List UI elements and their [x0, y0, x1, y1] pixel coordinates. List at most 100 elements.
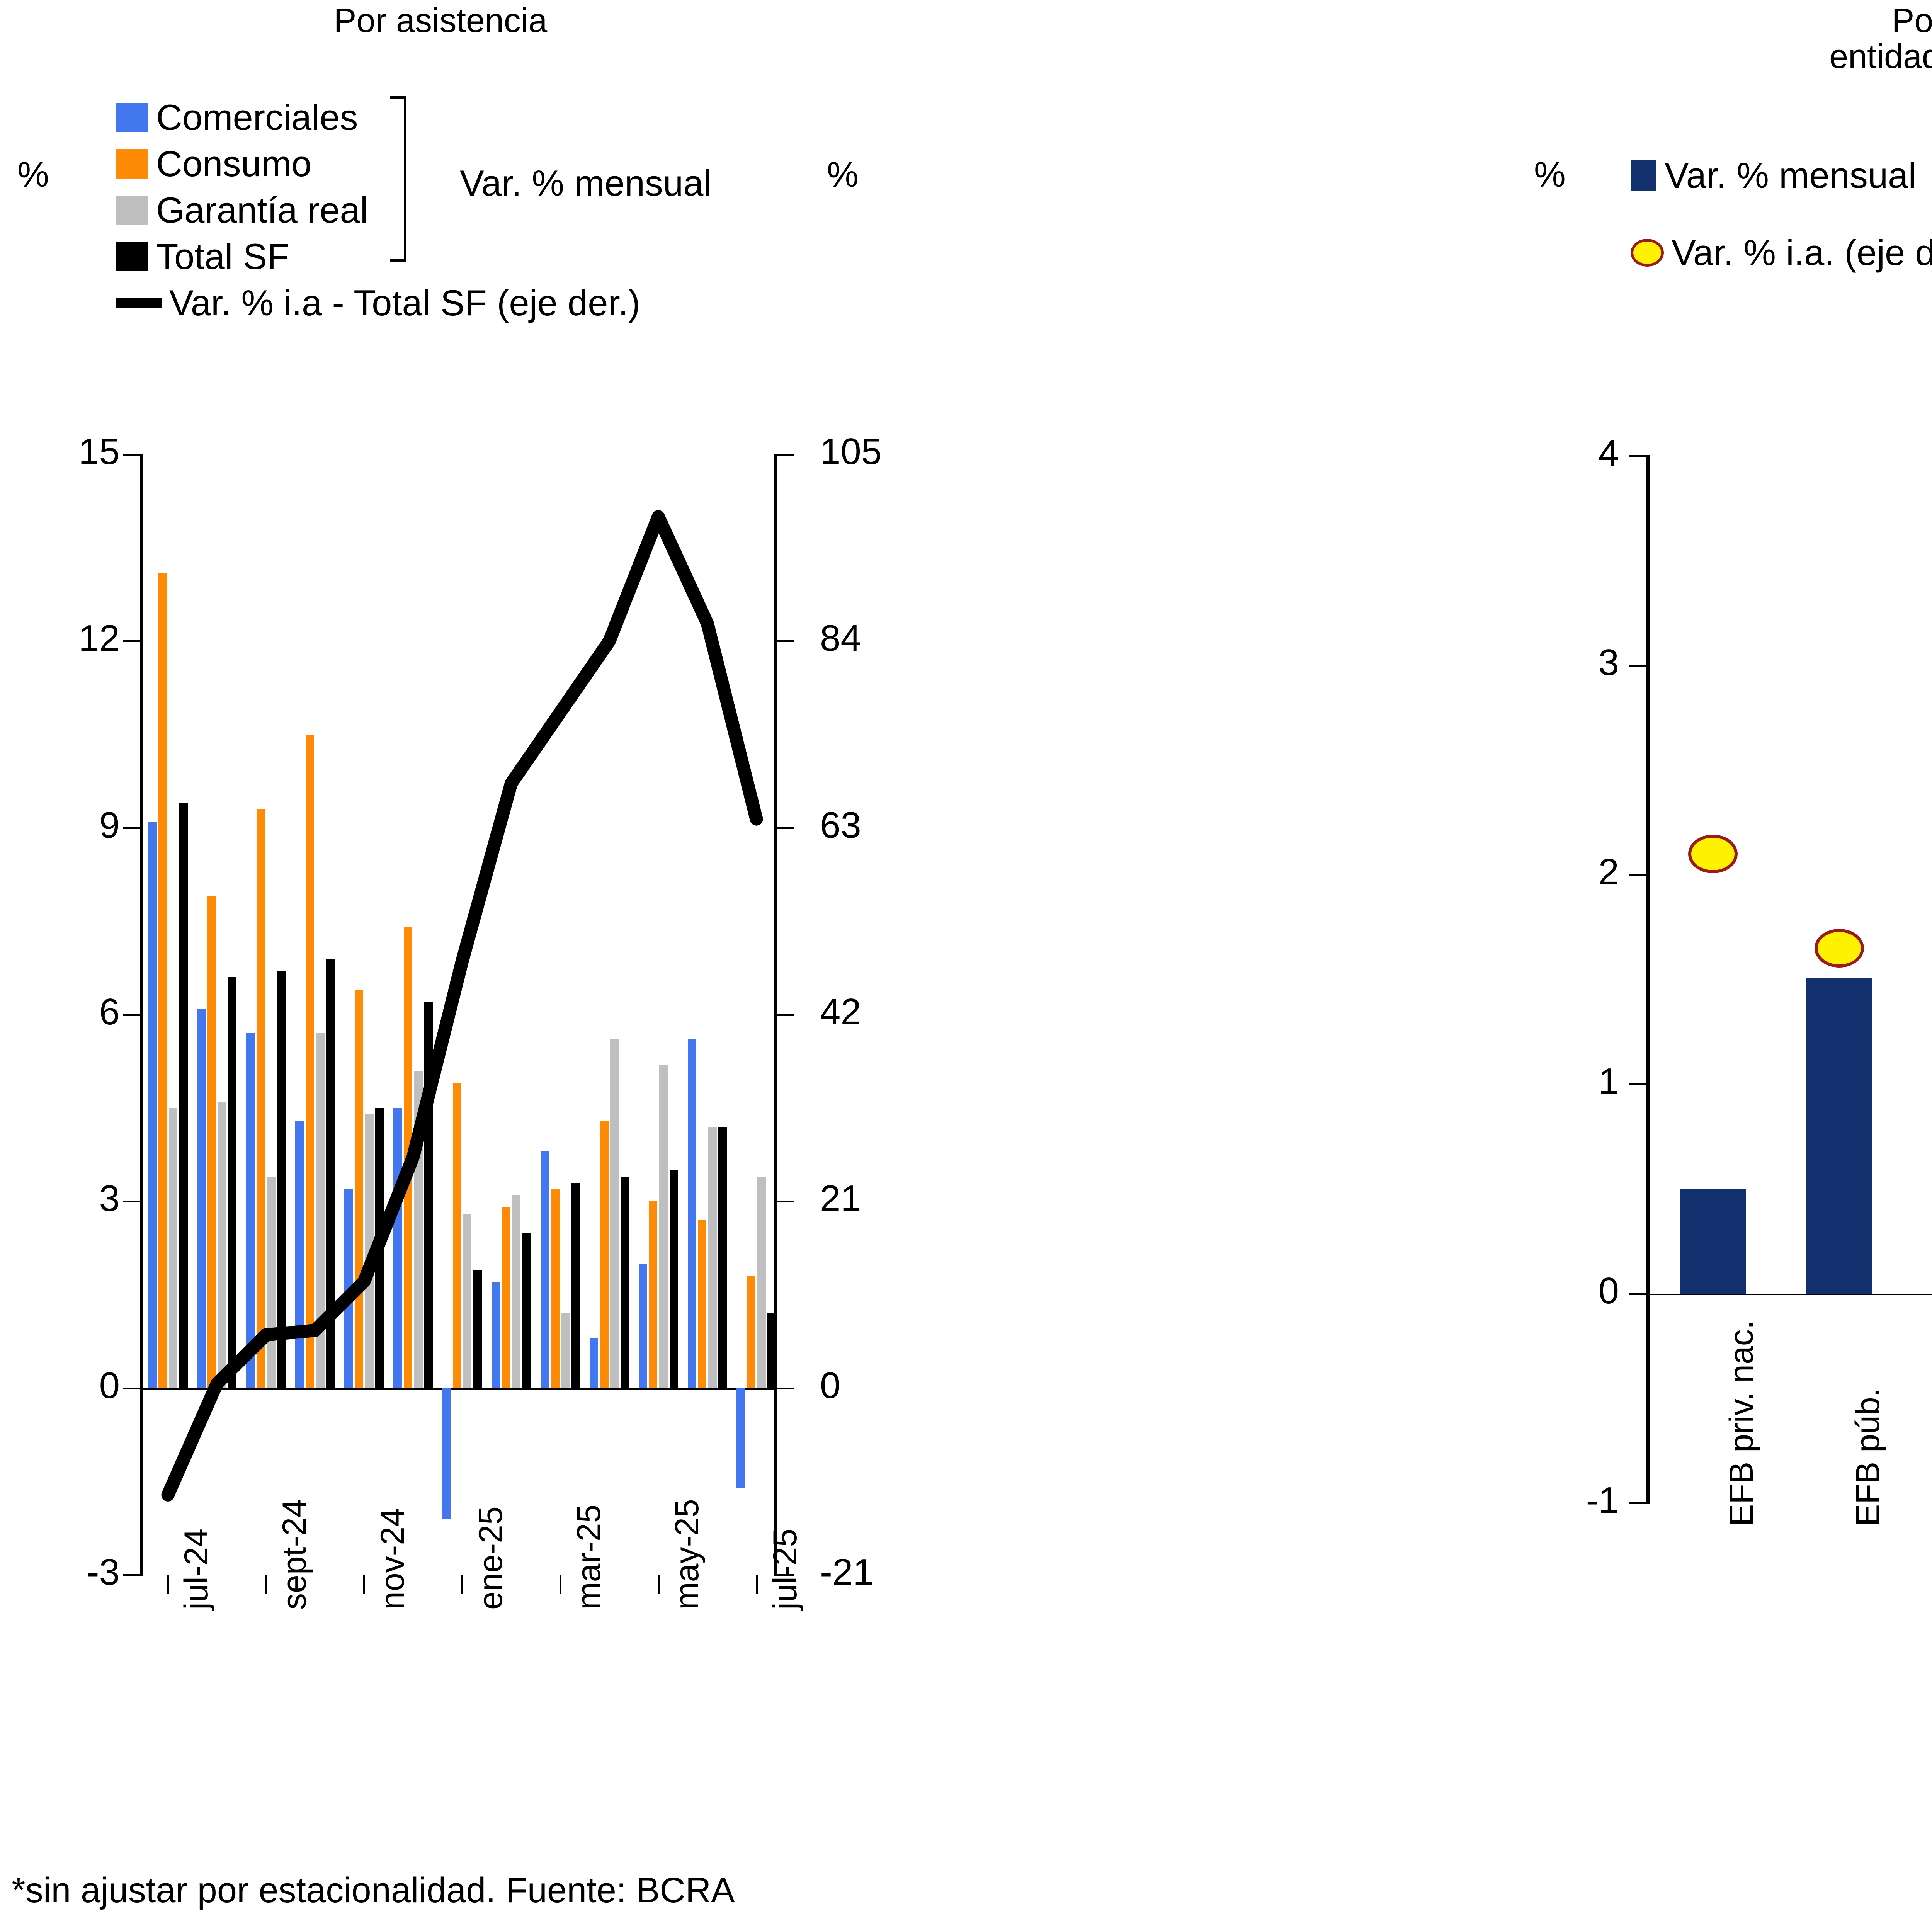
x-axis-tick	[461, 1575, 463, 1594]
right-zero-line	[1650, 1294, 1932, 1295]
bar-garant-a-real-dic-24[interactable]	[414, 1071, 423, 1388]
x-axis-label-jul-25: jul-25	[766, 1528, 804, 1610]
bar-consumo-feb-25[interactable]	[502, 1208, 510, 1388]
bar-total-sf-sept-24[interactable]	[277, 971, 286, 1388]
bar-total-sf-may-25[interactable]	[669, 1170, 678, 1388]
bar-consumo-jul-24[interactable]	[158, 573, 167, 1388]
bar-comerciales-feb-25[interactable]	[491, 1282, 500, 1388]
bar-comerciales-ago-24[interactable]	[197, 1008, 206, 1388]
left-axis-tick	[123, 1574, 143, 1576]
bar-consumo-nov-24[interactable]	[354, 990, 363, 1388]
x-axis-tick	[265, 1575, 267, 1594]
bar-comerciales-oct-24[interactable]	[295, 1120, 304, 1388]
bar-consumo-oct-24[interactable]	[305, 735, 314, 1388]
bar-total-sf-mar-25[interactable]	[571, 1183, 580, 1388]
bar-garant-a-real-jul-24[interactable]	[168, 1108, 177, 1388]
bar-total-sf-ago-24[interactable]	[228, 977, 237, 1388]
bar-comerciales-nov-24[interactable]	[344, 1189, 353, 1388]
legend-item-consumo[interactable]: Consumo	[116, 143, 311, 185]
bar-total-sf-jul-24[interactable]	[179, 803, 188, 1388]
bar-consumo-jun-25[interactable]	[698, 1220, 707, 1388]
bar-consumo-ene-25[interactable]	[452, 1083, 461, 1388]
bar-consumo-ago-24[interactable]	[207, 896, 216, 1388]
legend-item-var-mensual[interactable]: Var. % mensual	[1631, 155, 1916, 196]
bar-comerciales-jul-25[interactable]	[736, 1388, 745, 1488]
bar-comerciales-jun-25[interactable]	[687, 1039, 696, 1388]
left-axis-unit-right: %	[827, 155, 859, 194]
bar-consumo-abr-25[interactable]	[600, 1120, 609, 1388]
bar-garant-a-real-feb-25[interactable]	[512, 1195, 521, 1388]
x-axis-label-may-25: may-25	[668, 1499, 706, 1610]
bar-garant-a-real-abr-25[interactable]	[610, 1039, 619, 1388]
bar-garant-a-real-oct-24[interactable]	[316, 1033, 325, 1388]
x-axis-tick	[657, 1575, 660, 1594]
left-axis-tick-label: 6	[99, 991, 120, 1032]
left-secondary-axis-tick	[774, 827, 794, 829]
left-secondary-axis-tick-label: 0	[820, 1364, 841, 1406]
bar-comerciales-jul-24[interactable]	[148, 821, 157, 1388]
left-secondary-axis-tick-label: 84	[820, 617, 861, 659]
bar-garant-a-real-nov-24[interactable]	[365, 1114, 374, 1388]
bar-total-sf-jul-25[interactable]	[767, 1313, 776, 1388]
left-secondary-axis-tick-label: 42	[820, 991, 861, 1032]
left-axis-tick	[123, 454, 143, 456]
right-axis-tick	[1629, 874, 1650, 876]
left-secondary-axis-tick	[774, 1201, 794, 1203]
bar-garant-a-real-ago-24[interactable]	[218, 1102, 226, 1388]
bar-comerciales-may-25[interactable]	[638, 1264, 647, 1388]
bar-consumo-dic-24[interactable]	[403, 927, 412, 1388]
bar-comerciales-ene-25[interactable]	[442, 1388, 451, 1519]
bar-total-sf-oct-24[interactable]	[326, 959, 335, 1388]
bar-garant-a-real-sept-24[interactable]	[267, 1176, 276, 1388]
legend-item-total-sf[interactable]: Total SF	[116, 236, 289, 277]
right-axis-tick	[1629, 1502, 1650, 1504]
bar-var-mensual-efb-p-b-[interactable]	[1806, 977, 1872, 1294]
right-plot-area	[1629, 455, 1932, 1504]
bar-total-sf-feb-25[interactable]	[522, 1232, 531, 1388]
var-ia-marker-swatch	[1631, 239, 1664, 267]
bar-total-sf-jun-25[interactable]	[718, 1127, 727, 1388]
left-secondary-axis-tick-label: 21	[820, 1178, 861, 1219]
left-secondary-axis-tick-label: 63	[820, 804, 861, 846]
bar-garant-a-real-jul-25[interactable]	[757, 1176, 766, 1388]
legend-label-garantia-real: Garantía real	[156, 190, 368, 230]
legend-brace-label: Var. % mensual	[460, 163, 712, 203]
bar-var-mensual-efb-priv-nac-[interactable]	[1680, 1189, 1746, 1294]
marker-var-ia-efb-p-b-[interactable]	[1815, 929, 1864, 968]
right-chart-panel: Por grupo de entidades financieras Var. …	[1484, 0, 1932, 1932]
bar-consumo-mar-25[interactable]	[551, 1189, 560, 1388]
legend-item-comerciales[interactable]: Comerciales	[116, 97, 358, 138]
left-secondary-axis-tick	[774, 454, 794, 456]
bar-total-sf-dic-24[interactable]	[424, 1002, 433, 1388]
legend-label-var-ia-total-sf: Var. % i.a - Total SF (eje der.)	[169, 282, 641, 323]
legend-item-var-ia-total-sf[interactable]: Var. % i.a - Total SF (eje der.)	[116, 282, 640, 324]
bar-consumo-sept-24[interactable]	[256, 809, 265, 1388]
bar-total-sf-abr-25[interactable]	[620, 1176, 629, 1388]
right-axis-tick-label: -1	[1586, 1480, 1619, 1521]
garantia-real-color-swatch	[116, 196, 148, 225]
left-axis-tick	[123, 1014, 143, 1016]
right-axis-tick	[1629, 665, 1650, 667]
bar-consumo-may-25[interactable]	[649, 1201, 658, 1388]
legend-label-var-ia: Var. % i.a. (eje der.)	[1672, 232, 1932, 273]
bar-garant-a-real-mar-25[interactable]	[561, 1313, 570, 1388]
bar-total-sf-ene-25[interactable]	[473, 1270, 482, 1388]
bar-total-sf-nov-24[interactable]	[375, 1108, 384, 1388]
bar-comerciales-sept-24[interactable]	[246, 1033, 255, 1388]
left-axis-tick-label: -3	[87, 1551, 120, 1593]
legend-item-garantia-real[interactable]: Garantía real	[116, 189, 368, 231]
legend-item-var-ia[interactable]: Var. % i.a. (eje der.)	[1631, 232, 1932, 274]
legend-brace	[390, 96, 406, 262]
bar-comerciales-abr-25[interactable]	[589, 1338, 598, 1388]
legend-label-consumo: Consumo	[156, 143, 312, 184]
marker-var-ia-efb-priv-nac-[interactable]	[1688, 834, 1738, 873]
bar-garant-a-real-may-25[interactable]	[659, 1064, 668, 1388]
bar-garant-a-real-jun-25[interactable]	[708, 1127, 717, 1388]
bar-comerciales-dic-24[interactable]	[393, 1108, 402, 1388]
left-secondary-axis-tick	[774, 640, 794, 643]
right-axis-tick-label: 0	[1598, 1270, 1619, 1311]
bar-comerciales-mar-25[interactable]	[540, 1151, 549, 1388]
bar-garant-a-real-ene-25[interactable]	[463, 1214, 472, 1388]
x-axis-label-jul-24: jul-24	[178, 1528, 215, 1610]
bar-consumo-jul-25[interactable]	[747, 1276, 756, 1388]
